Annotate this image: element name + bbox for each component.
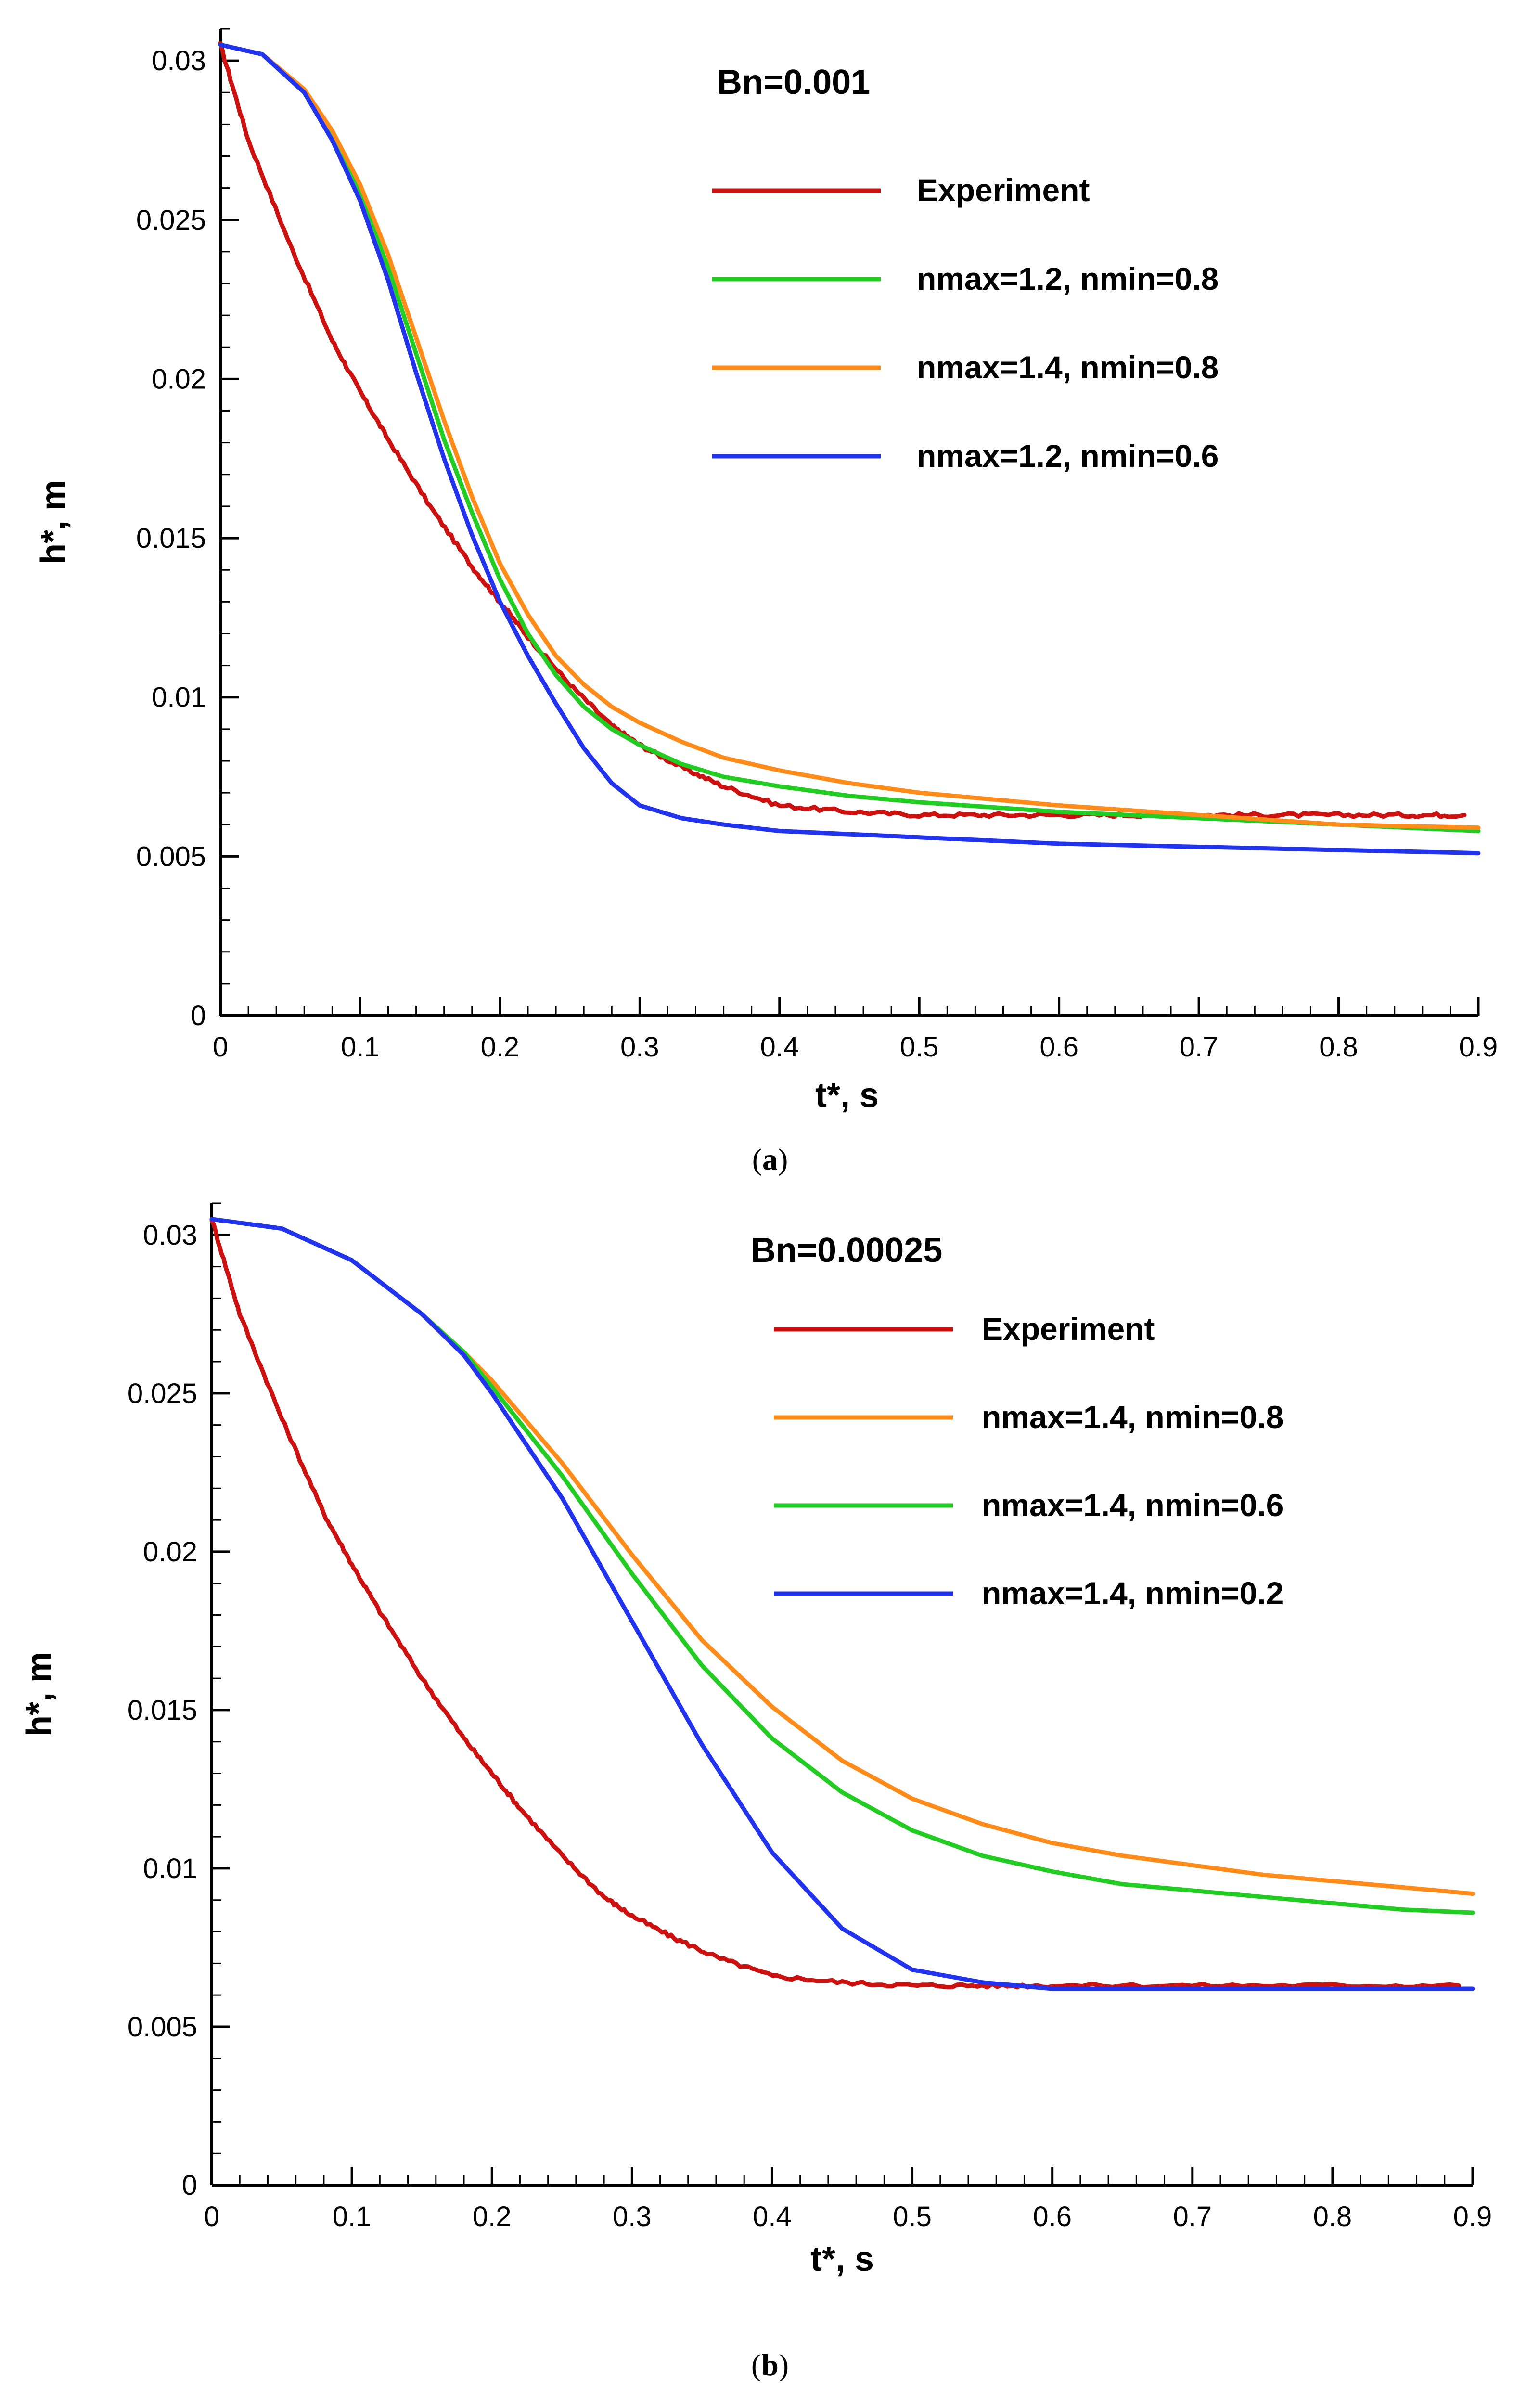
series-line-3 <box>209 1217 1475 1991</box>
y-axis-title: h*, m <box>34 480 73 565</box>
legend-label: nmax=1.4, nmin=0.8 <box>917 349 1219 385</box>
caption-letter: b <box>761 2348 779 2382</box>
series-line-3 <box>218 42 1481 856</box>
caption-close: ) <box>779 2348 789 2382</box>
caption-close: ) <box>778 1142 788 1176</box>
legend-label: nmax=1.4, nmin=0.2 <box>982 1575 1283 1611</box>
x-tick-label: 0.9 <box>1459 1031 1498 1063</box>
y-tick-label: 0.025 <box>128 1378 197 1409</box>
x-tick-label: 0.4 <box>760 1031 799 1063</box>
y-tick-label: 0.03 <box>143 1220 197 1251</box>
x-tick-label: 0.2 <box>481 1031 520 1063</box>
legend-label: nmax=1.4, nmin=0.8 <box>982 1399 1283 1435</box>
x-tick-label: 0.7 <box>1180 1031 1219 1063</box>
x-tick-label: 0.5 <box>893 2201 932 2232</box>
x-tick-label: 0.2 <box>473 2201 512 2232</box>
chart-panel-b: 0 0.1 0.2 0.3 0.4 0.5 0.6 0.7 0.8 0.9 0 0.005 0.01 0.… <box>20 1202 1492 2382</box>
y-tick-label: 0.005 <box>136 841 206 872</box>
x-tick-label: 0.3 <box>613 2201 652 2232</box>
x-tick-label: 0.4 <box>753 2201 792 2232</box>
legend-label: nmax=1.4, nmin=0.6 <box>982 1487 1283 1523</box>
x-axis-title: t*, s <box>815 1076 879 1115</box>
y-tick-label: 0.03 <box>152 45 206 77</box>
x-tick-label: 0.6 <box>1040 1031 1078 1063</box>
bn-title: Bn=0.001 <box>717 63 870 102</box>
series-line-0 <box>218 41 1467 819</box>
series-line-2 <box>218 42 1481 830</box>
y-tick-label: 0 <box>182 2170 197 2201</box>
bn-title: Bn=0.00025 <box>751 1231 942 1270</box>
y-tick-label: 0.015 <box>128 1695 197 1726</box>
y-tick-label: 0.025 <box>136 205 206 236</box>
y-tick-label: 0 <box>191 1000 206 1031</box>
x-tick-label: 0.7 <box>1173 2201 1212 2232</box>
legend-label: Experiment <box>917 172 1090 208</box>
legend-label: nmax=1.2, nmin=0.8 <box>917 261 1219 296</box>
x-tick-label: 0 <box>213 1031 228 1063</box>
x-tick-label: 0.6 <box>1033 2201 1072 2232</box>
x-tick-label: 0.3 <box>620 1031 659 1063</box>
caption-letter: a <box>762 1142 778 1176</box>
y-tick-label: 0.005 <box>128 2011 197 2043</box>
series-line-2 <box>209 1217 1475 1915</box>
panel-caption: (b) <box>751 2348 789 2382</box>
legend-label: Experiment <box>982 1311 1155 1347</box>
panel-caption: (a) <box>752 1142 788 1176</box>
x-tick-label: 0 <box>204 2201 219 2232</box>
chart-panel-a: 0 0.1 0.2 0.3 0.4 0.5 0.6 0.7 0.8 0.9 0 0.005 0.01 0.… <box>34 28 1498 1176</box>
y-tick-label: 0.01 <box>152 682 206 713</box>
x-tick-label: 0.8 <box>1313 2201 1352 2232</box>
x-axis-title: t*, s <box>810 2240 874 2278</box>
y-axis-title: h*, m <box>20 1652 58 1737</box>
x-tick-label: 0.9 <box>1453 2201 1492 2232</box>
y-tick-label: 0.02 <box>143 1536 197 1568</box>
x-tick-label: 0.8 <box>1319 1031 1358 1063</box>
series-line-1 <box>218 42 1481 833</box>
x-tick-label: 0.1 <box>333 2201 372 2232</box>
x-tick-label: 0.5 <box>900 1031 939 1063</box>
y-tick-label: 0.02 <box>152 363 206 395</box>
y-tick-label: 0.015 <box>136 523 206 554</box>
caption-open: ( <box>752 1142 762 1176</box>
x-tick-label: 0.1 <box>341 1031 380 1063</box>
y-tick-label: 0.01 <box>143 1853 197 1884</box>
legend-label: nmax=1.2, nmin=0.6 <box>917 438 1219 474</box>
caption-open: ( <box>751 2348 761 2382</box>
